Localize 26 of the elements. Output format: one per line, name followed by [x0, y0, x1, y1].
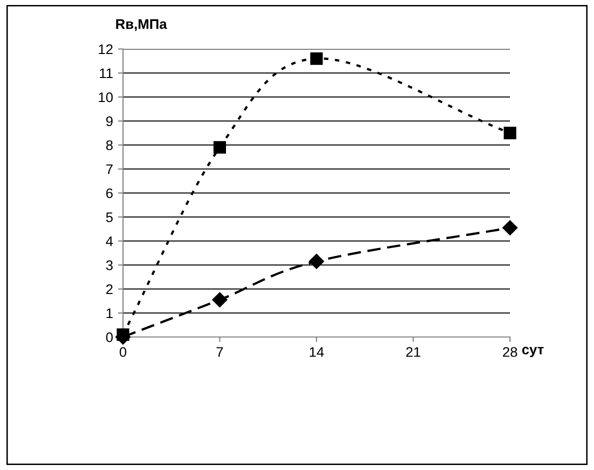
x-tick-label: 7	[216, 347, 223, 357]
point	[214, 141, 226, 154]
y-tick-label: 5	[106, 212, 113, 222]
y-tick-label: 3	[106, 260, 113, 270]
point	[504, 126, 516, 140]
x-tick-label: 21	[406, 347, 420, 357]
point	[502, 220, 518, 236]
point	[308, 254, 324, 269]
point	[212, 292, 228, 308]
y-tick-label: 4	[106, 236, 113, 246]
y-tick-label: 8	[106, 140, 113, 150]
x-tick-label: 0	[120, 347, 126, 357]
y-tick-label: 11	[100, 68, 113, 78]
point	[310, 52, 323, 65]
y-tick-label: 9	[106, 116, 113, 126]
y-tick-label: 2	[106, 284, 113, 294]
y-tick-label: 7	[106, 164, 113, 174]
y-tick-label: 12	[98, 44, 113, 54]
y-tick-label: 1	[106, 308, 113, 318]
y-tick-label: 6	[106, 188, 113, 198]
x-tick-label: 28	[502, 347, 518, 357]
y-tick-label: 0	[106, 332, 113, 342]
x-tick-label: 14	[310, 347, 324, 357]
y-tick-label: 10	[98, 92, 113, 102]
x-axis-title: сут	[522, 346, 544, 358]
y-axis-title: Rв,МПа	[116, 19, 168, 31]
